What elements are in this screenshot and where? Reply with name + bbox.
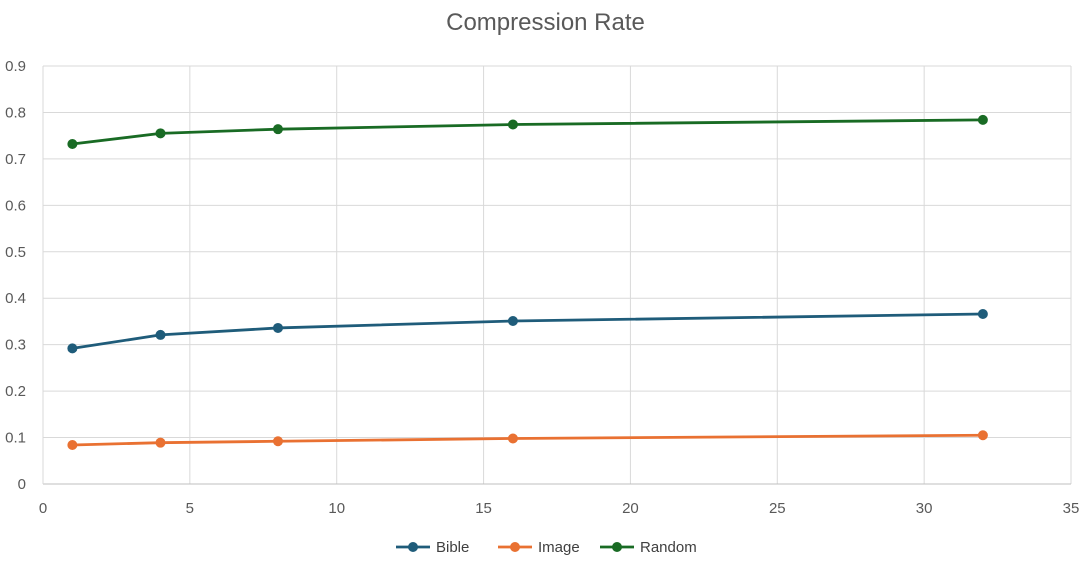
x-tick-label: 25 — [769, 500, 786, 517]
legend-label-bible: Bible — [436, 539, 469, 556]
gridlines — [43, 65, 1072, 484]
x-tick-label: 0 — [39, 500, 47, 517]
legend-marker-image — [510, 542, 520, 552]
point-image — [272, 436, 283, 447]
x-tick-label: 5 — [186, 500, 194, 517]
point-bible — [272, 322, 283, 333]
point-image — [507, 433, 518, 444]
point-bible — [67, 343, 78, 354]
series-image — [67, 430, 988, 450]
legend-item-image: Image — [498, 539, 580, 556]
y-tick-label: 0.1 — [5, 430, 26, 447]
point-bible — [155, 329, 166, 340]
y-tick-label: 0 — [18, 476, 26, 493]
x-tick-label: 30 — [916, 500, 933, 517]
y-tick-label: 0.5 — [5, 244, 26, 261]
line-random — [72, 118, 983, 146]
point-random — [507, 119, 518, 130]
y-tick-label: 0.9 — [5, 58, 26, 75]
line-bible — [72, 312, 983, 350]
legend: Bible Image Random — [396, 539, 697, 556]
point-bible — [977, 309, 988, 320]
x-tick-label: 10 — [328, 500, 345, 517]
point-random — [155, 128, 166, 139]
legend-marker-bible — [408, 542, 418, 552]
line-image — [72, 433, 983, 447]
y-tick-label: 0.6 — [5, 197, 26, 214]
y-tick-label: 0.4 — [5, 290, 26, 307]
y-tick-label: 0.3 — [5, 337, 26, 354]
point-random — [977, 114, 988, 125]
legend-label-random: Random — [640, 539, 697, 556]
axes: 0 0.1 0.2 0.3 0.4 0.5 0.6 0.7 0.8 0.9 0 5 10 15 20 25 30… — [5, 58, 1079, 517]
point-image — [155, 437, 166, 448]
x-tick-label: 15 — [475, 500, 492, 517]
chart-title: Compression Rate — [446, 9, 645, 36]
y-tick-label: 0.8 — [5, 104, 26, 121]
y-tick-label: 0.2 — [5, 383, 26, 400]
legend-item-bible: Bible — [396, 539, 469, 556]
legend-item-random: Random — [600, 539, 697, 556]
point-bible — [507, 315, 518, 326]
point-image — [977, 430, 988, 441]
series-random — [67, 114, 988, 150]
y-tick-label: 0.7 — [5, 151, 26, 168]
legend-label-image: Image — [538, 539, 580, 556]
point-image — [67, 439, 78, 450]
legend-marker-random — [612, 542, 622, 552]
series-bible — [67, 309, 988, 354]
point-random — [272, 124, 283, 135]
point-random — [67, 139, 78, 150]
series-lines — [67, 114, 988, 450]
x-tick-label: 20 — [622, 500, 639, 517]
x-tick-label: 35 — [1063, 500, 1080, 517]
